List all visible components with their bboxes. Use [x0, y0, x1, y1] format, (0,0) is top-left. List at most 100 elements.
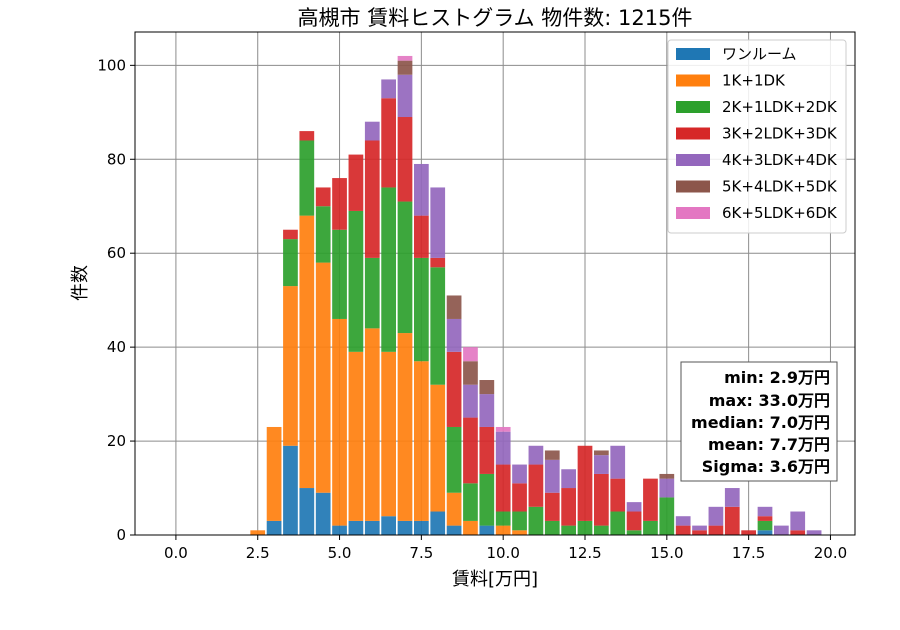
bar-series-2-x-4	[299, 140, 315, 216]
legend-box	[667, 39, 847, 234]
bar-series-2-x-8.5	[446, 426, 462, 493]
bar-series-4-x-10	[495, 431, 511, 465]
legend-swatch	[676, 101, 710, 113]
bar-series-4-x-8.5	[446, 318, 462, 352]
bar-series-0-x-6	[364, 520, 380, 535]
bar-series-0-x-8.5	[446, 525, 462, 535]
bar-series-3-x-15.5	[675, 525, 691, 535]
bar-series-4-x-7.5	[414, 163, 429, 216]
bar-series-1-x-6	[364, 328, 380, 521]
bar-series-5-x-9.5	[479, 380, 495, 395]
bar-series-4-x-11.5	[544, 459, 560, 493]
bar-series-0-x-9.5	[479, 525, 495, 535]
bar-series-3-x-11	[528, 464, 544, 507]
legend-label: 5K+4LDK+5DK	[722, 178, 838, 196]
x-tick-label: 17.5	[732, 544, 765, 562]
bar-series-3-x-7.5	[414, 215, 429, 258]
bar-series-3-x-17.5	[741, 530, 756, 535]
y-axis-label: 件数	[70, 265, 91, 301]
bar-series-0-x-3	[266, 520, 282, 535]
bar-series-1-x-3.5	[283, 286, 298, 446]
bar-series-3-x-5	[332, 178, 347, 230]
stats-line-max: max: 33.0万円	[709, 391, 830, 410]
bar-series-4-x-16.5	[708, 506, 724, 526]
bar-series-3-x-3.5	[283, 229, 298, 240]
stats-line-min: min: 2.9万円	[724, 368, 830, 387]
chart-title: 高槻市 賃料ヒストグラム 物件数: 1215件	[298, 6, 693, 30]
bar-series-3-x-6.5	[381, 98, 396, 188]
bar-series-3-x-19	[790, 530, 806, 535]
bar-series-2-x-12.5	[577, 520, 593, 535]
bar-series-6-x-7	[397, 55, 413, 61]
bar-series-3-x-4.5	[315, 187, 331, 207]
bar-series-4-x-19	[790, 511, 806, 531]
stats-line-mean: mean: 7.7万円	[708, 435, 830, 454]
x-tick-label: 12.5	[568, 544, 601, 562]
bar-series-1-x-7.5	[414, 361, 429, 521]
y-tick-label: 0	[116, 526, 126, 544]
bar-series-4-x-10.5	[512, 464, 527, 484]
bar-series-1-x-5	[332, 318, 347, 526]
stats-box-frame	[680, 361, 838, 482]
y-tick-label: 80	[107, 150, 126, 168]
bar-series-3-x-12	[561, 488, 576, 526]
bar-series-4-x-13	[594, 455, 609, 474]
bar-series-0-x-6.5	[381, 516, 396, 535]
bar-series-2-x-10.5	[512, 511, 527, 531]
legend-swatch	[676, 48, 710, 60]
x-tick-label: 10.0	[486, 544, 519, 562]
bar-series-0-x-3.5	[283, 445, 298, 535]
bar-series-2-x-5.5	[348, 210, 364, 352]
bar-series-4-x-9	[463, 384, 478, 418]
bar-series-3-x-6	[364, 140, 380, 258]
bar-series-0-x-5.5	[348, 520, 364, 535]
bar-series-4-x-17	[724, 488, 740, 507]
bar-series-1-x-5.5	[348, 351, 364, 521]
bar-series-3-x-9	[463, 417, 478, 484]
bar-series-4-x-7	[397, 74, 413, 118]
bar-series-3-x-14.5	[643, 478, 658, 521]
bar-series-2-x-4.5	[315, 206, 331, 263]
bar-series-5-x-8.5	[446, 295, 462, 319]
bar-series-2-x-12	[561, 525, 576, 535]
bar-series-3-x-17	[724, 506, 740, 535]
bar-series-1-x-6.5	[381, 351, 396, 517]
bar-series-3-x-7	[397, 117, 413, 202]
bar-series-4-x-8	[430, 187, 446, 258]
legend-label: ワンルーム	[722, 45, 797, 63]
x-tick-label: 7.5	[409, 544, 433, 562]
axes-frame	[134, 31, 856, 536]
y-tick-label: 20	[107, 432, 126, 450]
legend: ワンルーム 1K+1DK 2K+1LDK+2DK 3K+2LDK+3DK 4K+3LDK…	[667, 39, 847, 234]
bar-series-3-x-11.5	[544, 492, 560, 521]
bar-series-0-x-7.5	[414, 520, 429, 535]
bar-series-2-x-5	[332, 229, 347, 319]
bar-series-4-x-11	[528, 445, 544, 465]
bar-series-1-x-4	[299, 215, 315, 489]
bar-series-3-x-18	[757, 516, 773, 521]
bar-series-1-x-3	[266, 426, 282, 521]
bar-series-6-x-10	[495, 426, 511, 432]
bar-series-2-x-10	[495, 511, 511, 526]
bar-series-1-x-8	[430, 384, 446, 512]
bar-series-4-x-16	[692, 525, 707, 531]
bar-series-3-x-12.5	[577, 445, 593, 521]
bar-series-1-x-2.5	[250, 530, 266, 535]
legend-swatch	[676, 154, 710, 166]
bar-series-4-x-12	[561, 469, 576, 489]
bar-series-3-x-16.5	[708, 525, 724, 535]
bar-series-5-x-15	[659, 473, 675, 479]
bar-series-3-x-4	[299, 131, 315, 141]
bar-series-2-x-18	[757, 520, 773, 531]
bar-series-3-x-13.5	[610, 478, 626, 512]
axis-ticks: 0.0 2.5 5.0 7.5 10.0 12.5 15.0 17.5 20.0 0 20 40 60 8…	[97, 56, 847, 562]
legend-item-0: ワンルーム	[676, 45, 797, 63]
stats-line-sigma: Sigma: 3.6万円	[702, 457, 830, 476]
bar-series-4-x-15.5	[675, 516, 691, 526]
bar-series-4-x-15	[659, 478, 675, 498]
x-tick-label: 15.0	[650, 544, 683, 562]
legend-item-2: 2K+1LDK+2DK	[676, 98, 838, 116]
bar-series-2-x-11	[528, 506, 544, 535]
bar-series-1-x-4.5	[315, 262, 331, 493]
